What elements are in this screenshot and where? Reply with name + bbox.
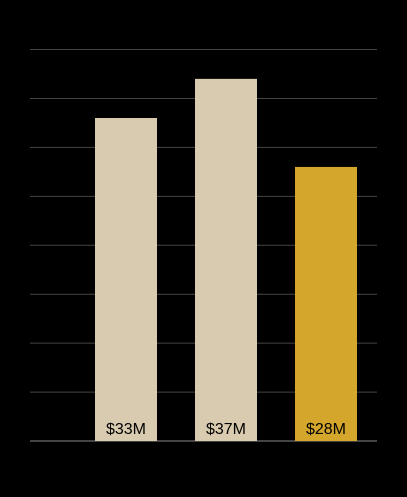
value-label: $33M — [106, 421, 146, 438]
value-label: $28M — [306, 421, 346, 438]
bar — [195, 78, 257, 442]
bar — [295, 166, 357, 441]
bar — [95, 118, 157, 441]
value-label: $37M — [206, 421, 246, 438]
